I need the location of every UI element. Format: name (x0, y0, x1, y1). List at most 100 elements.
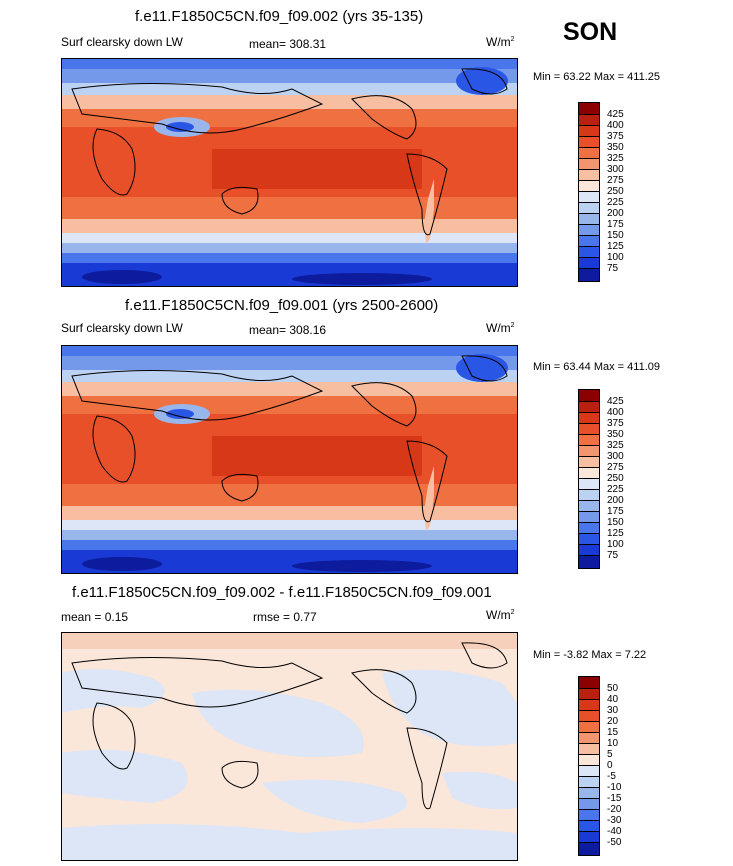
panel1-title: f.e11.F1850C5CN.f09_f09.002 (yrs 35-135) (135, 8, 424, 25)
panel2-units: W/m2 (486, 321, 515, 335)
cbar3-swatch (579, 777, 599, 788)
panel2-title: f.e11.F1850C5CN.f09_f09.001 (yrs 2500-26… (125, 297, 439, 314)
colorbar-tick-label: 375 (607, 131, 624, 142)
panel2-map-svg (62, 346, 517, 573)
cbar1-swatch (579, 247, 599, 258)
colorbar-tick-label: 250 (607, 473, 624, 484)
panel3-units-text: W/m (486, 608, 511, 622)
colorbar-tick-label: 75 (607, 550, 619, 561)
panel2-variable: Surf clearsky down LW (61, 321, 183, 335)
colorbar-tick-label: -20 (607, 804, 622, 815)
colorbar-tick-label: 350 (607, 429, 624, 440)
cbar2-swatch (579, 479, 599, 490)
cbar1-swatch (579, 148, 599, 159)
colorbar-tick-label: 100 (607, 539, 624, 550)
cbar3-swatch (579, 788, 599, 799)
panel2-minmax: Min = 63.44 Max = 411.09 (533, 361, 660, 373)
cbar2-swatch (579, 390, 599, 402)
panel3-units: W/m2 (486, 608, 515, 622)
panel3-minmax: Min = -3.82 Max = 7.22 (533, 649, 647, 661)
panel2-colorbar (578, 389, 600, 569)
panel2-units-text: W/m (486, 321, 511, 335)
cbar1-swatch (579, 103, 599, 115)
cbar2-swatch (579, 446, 599, 457)
colorbar-tick-label: 5 (607, 749, 613, 760)
cbar3-swatch (579, 744, 599, 755)
colorbar-tick-label: 175 (607, 506, 624, 517)
cbar2-swatch (579, 490, 599, 501)
cbar1-swatch (579, 137, 599, 148)
cbar1-swatch (579, 115, 599, 126)
panel1-units-sup: 2 (510, 36, 515, 43)
cbar1-swatch (579, 192, 599, 203)
cbar3-swatch (579, 733, 599, 744)
panel2-mean: mean= 308.16 (249, 323, 327, 337)
season-label: SON (563, 18, 618, 46)
cbar1-swatch (579, 236, 599, 247)
panel2-map (61, 345, 518, 574)
colorbar-tick-label: -15 (607, 793, 622, 804)
cbar3-swatch (579, 677, 599, 689)
colorbar-tick-label: 425 (607, 396, 624, 407)
panel3-map-svg (62, 633, 517, 860)
cbar3-swatch (579, 766, 599, 777)
colorbar-tick-label: 0 (607, 760, 613, 771)
cbar2-swatch (579, 435, 599, 446)
colorbar-tick-label: 10 (607, 738, 619, 749)
colorbar-tick-label: 250 (607, 186, 624, 197)
cbar3-swatch (579, 832, 599, 843)
cbar2-swatch (579, 534, 599, 545)
colorbar-tick-label: 400 (607, 120, 624, 131)
colorbar-tick-label: 20 (607, 716, 619, 727)
cbar2-swatch (579, 457, 599, 468)
cbar3-swatch (579, 722, 599, 733)
cbar3-swatch (579, 711, 599, 722)
panel1-minmax: Min = 63.22 Max = 411.25 (533, 71, 660, 83)
cbar2-swatch (579, 424, 599, 435)
cbar1-swatch (579, 170, 599, 181)
colorbar-tick-label: 225 (607, 197, 624, 208)
panel3-map (61, 632, 518, 861)
colorbar-tick-label: 275 (607, 175, 624, 186)
colorbar-tick-label: 150 (607, 517, 624, 528)
panel3-title: f.e11.F1850C5CN.f09_f09.002 - f.e11.F185… (72, 584, 492, 601)
colorbar-tick-label: 15 (607, 727, 619, 738)
cbar1-swatch (579, 269, 599, 281)
colorbar-tick-label: 325 (607, 440, 624, 451)
colorbar-tick-label: 30 (607, 705, 619, 716)
cbar2-swatch (579, 556, 599, 568)
colorbar-tick-label: -40 (607, 826, 622, 837)
colorbar-tick-label: -30 (607, 815, 622, 826)
cbar2-swatch (579, 523, 599, 534)
colorbar-tick-label: 100 (607, 252, 624, 263)
panel3-rmse: rmse = 0.77 (253, 610, 317, 624)
panel3-mean: mean = 0.15 (61, 610, 129, 624)
colorbar-tick-label: 75 (607, 263, 619, 274)
colorbar-tick-label: 175 (607, 219, 624, 230)
colorbar-tick-label: 125 (607, 528, 624, 539)
colorbar-tick-label: 40 (607, 694, 619, 705)
colorbar-tick-label: 375 (607, 418, 624, 429)
panel1-units: W/m2 (486, 35, 515, 49)
colorbar-tick-label: -50 (607, 837, 622, 848)
panel1-map-svg (62, 59, 517, 286)
cbar1-swatch (579, 214, 599, 225)
colorbar-tick-label: -5 (607, 771, 616, 782)
cbar2-swatch (579, 468, 599, 479)
cbar3-swatch (579, 700, 599, 711)
cbar3-swatch (579, 843, 599, 855)
cbar2-swatch (579, 545, 599, 556)
colorbar-tick-label: 125 (607, 241, 624, 252)
cbar2-swatch (579, 402, 599, 413)
panel1-variable: Surf clearsky down LW (61, 35, 183, 49)
colorbar-tick-label: 300 (607, 451, 624, 462)
cbar1-swatch (579, 159, 599, 170)
panel1-colorbar (578, 102, 600, 282)
colorbar-tick-label: 50 (607, 683, 619, 694)
colorbar-tick-label: 400 (607, 407, 624, 418)
cbar1-swatch (579, 203, 599, 214)
cbar3-swatch (579, 799, 599, 810)
colorbar-tick-label: 225 (607, 484, 624, 495)
panel3-units-sup: 2 (510, 609, 515, 616)
cbar2-swatch (579, 501, 599, 512)
